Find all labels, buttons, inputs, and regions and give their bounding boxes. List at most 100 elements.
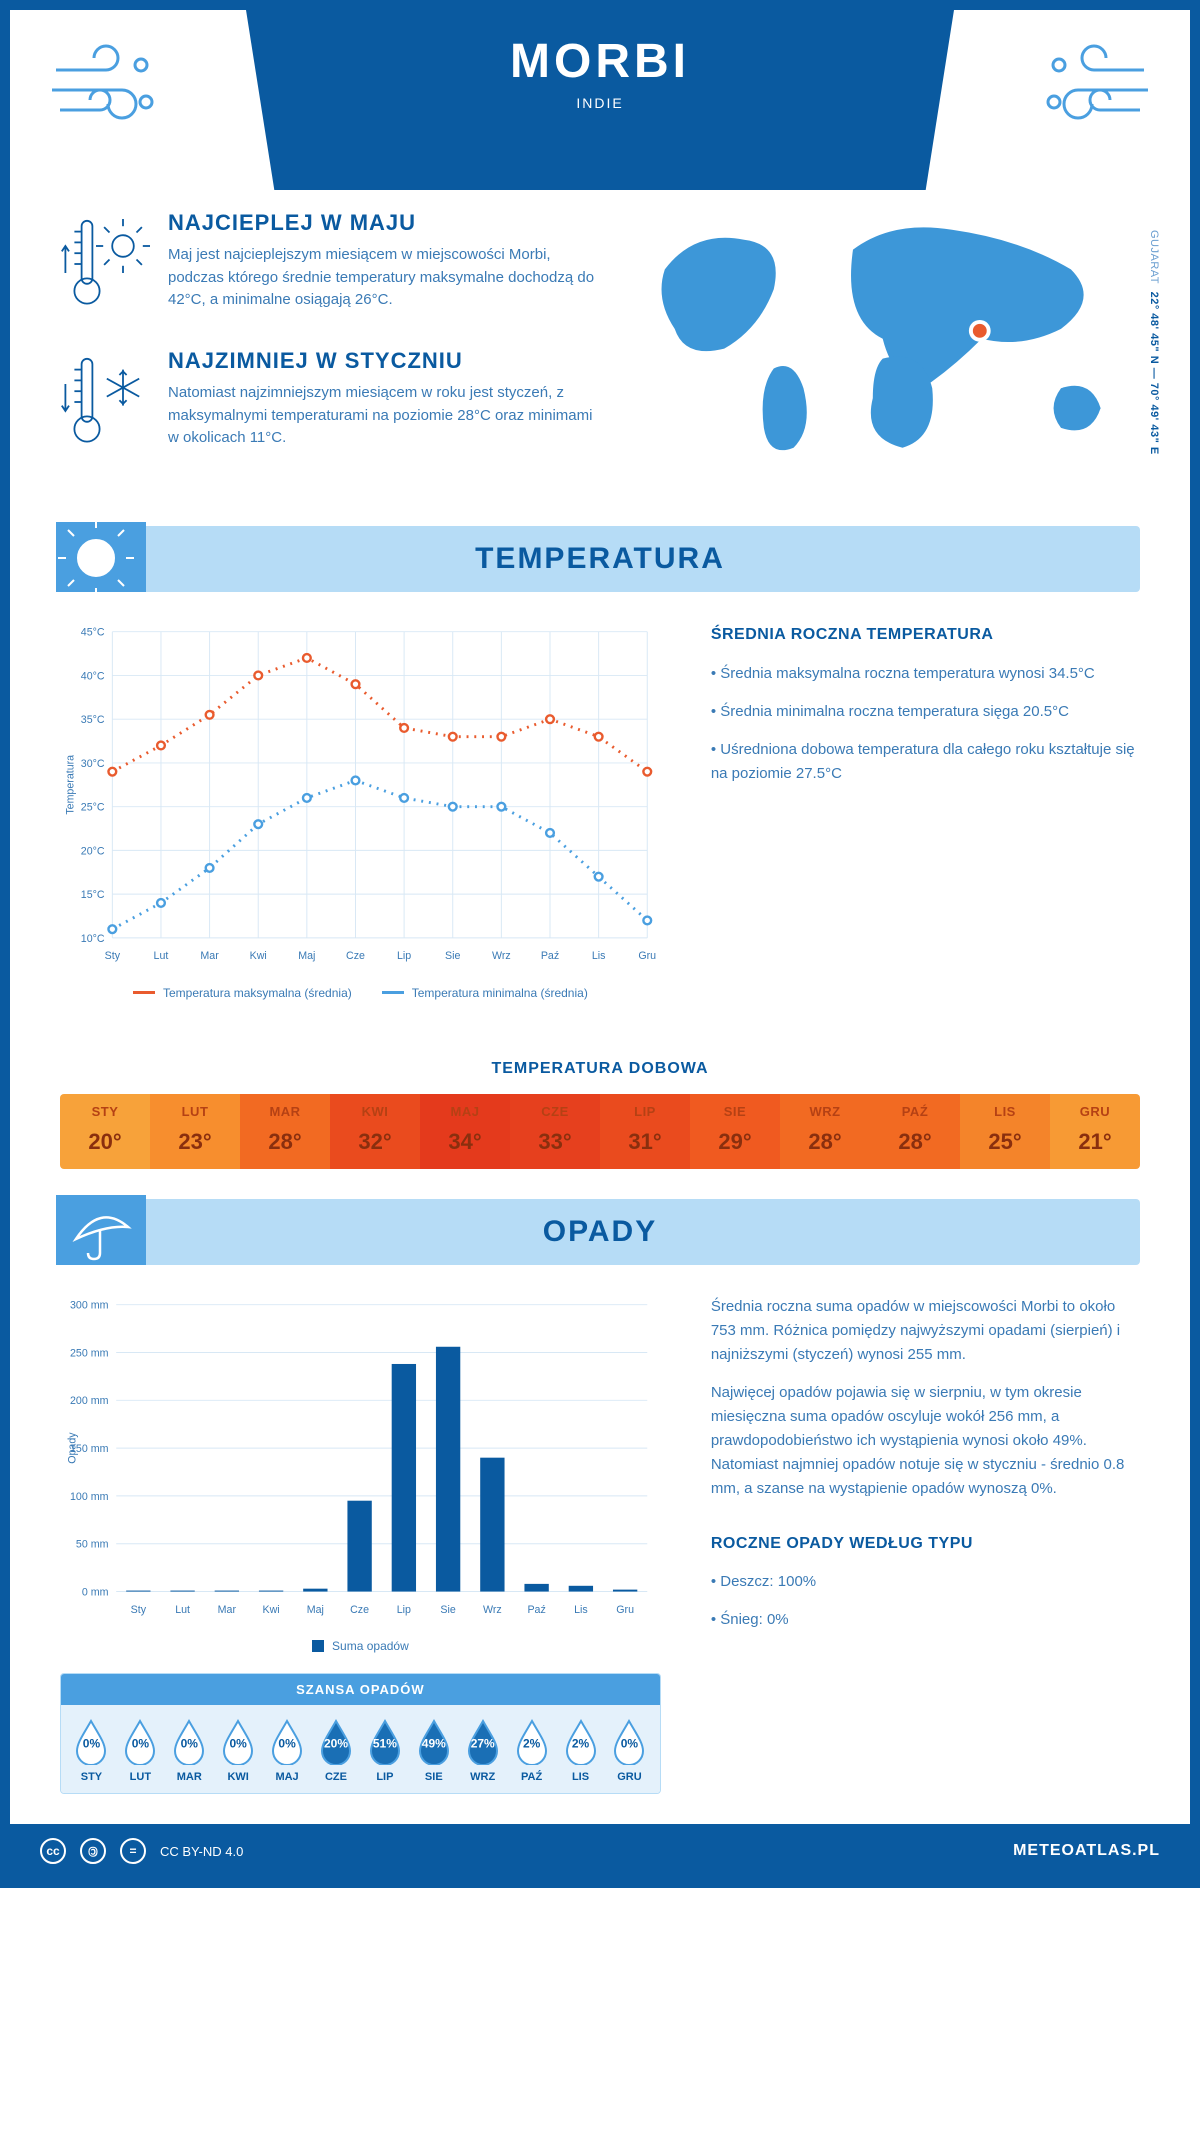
license-text: CC BY-ND 4.0	[160, 1844, 243, 1859]
svg-text:Sty: Sty	[131, 1604, 147, 1616]
site-name: METEOATLAS.PL	[1013, 1842, 1160, 1860]
chance-cell: 49% SIE	[409, 1719, 458, 1783]
heat-cell: LUT23°	[150, 1094, 240, 1169]
heat-cell: LIP31°	[600, 1094, 690, 1169]
infographic-frame: MORBI INDIE NAJCIEPLEJ W MAJU Maj j	[0, 0, 1200, 1888]
precipitation-section: 0 mm50 mm100 mm150 mm200 mm250 mm300 mmO…	[10, 1295, 1190, 1824]
svg-text:40°C: 40°C	[81, 670, 105, 682]
wind-icon	[46, 40, 166, 140]
svg-text:25°C: 25°C	[81, 802, 105, 814]
map-column: GUJARAT 22° 48' 45" N — 70° 49' 43" E	[645, 210, 1140, 486]
precip-legend: Suma opadów	[60, 1639, 661, 1653]
svg-text:Maj: Maj	[307, 1604, 324, 1616]
raindrop-icon: 2%	[514, 1719, 550, 1765]
wind-icon	[1034, 40, 1154, 140]
svg-text:Kwi: Kwi	[250, 950, 267, 962]
chance-cell: 0% MAJ	[263, 1719, 312, 1783]
svg-text:Lip: Lip	[397, 950, 411, 962]
sun-icon	[56, 522, 146, 592]
svg-text:30°C: 30°C	[81, 758, 105, 770]
coldest-text: NAJZIMNIEJ W STYCZNIU Natomiast najzimni…	[168, 348, 605, 456]
hottest-fact: NAJCIEPLEJ W MAJU Maj jest najcieplejszy…	[60, 210, 605, 318]
coords-text: 22° 48' 45" N — 70° 49' 43" E	[1148, 292, 1160, 455]
precipitation-section-header: OPADY	[60, 1199, 1140, 1265]
title-banner: MORBI INDIE	[246, 10, 954, 190]
temperature-summary: ŚREDNIA ROCZNA TEMPERATURA • Średnia mak…	[711, 622, 1140, 1000]
raindrop-icon: 20%	[318, 1719, 354, 1765]
raindrop-icon: 0%	[171, 1719, 207, 1765]
svg-text:Paź: Paź	[527, 1604, 545, 1616]
svg-text:Opady: Opady	[67, 1432, 79, 1464]
chance-cell: 20% CZE	[312, 1719, 361, 1783]
cc-icon: cc	[40, 1838, 66, 1864]
raindrop-icon: 27%	[465, 1719, 501, 1765]
svg-text:Wrz: Wrz	[483, 1604, 502, 1616]
svg-text:300 mm: 300 mm	[70, 1299, 109, 1311]
precip-type-bullet: • Śnieg: 0%	[711, 1608, 1140, 1632]
hottest-body: Maj jest najcieplejszym miesiącem w miej…	[168, 244, 605, 312]
svg-text:50 mm: 50 mm	[76, 1538, 109, 1550]
precip-type-heading: ROCZNE OPADY WEDŁUG TYPU	[711, 1531, 1140, 1557]
svg-text:Gru: Gru	[616, 1604, 634, 1616]
temp-summary-heading: ŚREDNIA ROCZNA TEMPERATURA	[711, 622, 1140, 648]
svg-text:Lut: Lut	[175, 1604, 190, 1616]
daily-temp-heatmap: STY20°LUT23°MAR28°KWI32°MAJ34°CZE33°LIP3…	[60, 1094, 1140, 1169]
coldest-title: NAJZIMNIEJ W STYCZNIU	[168, 348, 605, 374]
thermometer-snow-icon	[60, 348, 150, 456]
svg-text:20°C: 20°C	[81, 845, 105, 857]
country-subtitle: INDIE	[266, 95, 934, 111]
coldest-body: Natomiast najzimniejszym miesiącem w rok…	[168, 382, 605, 450]
svg-text:Gru: Gru	[638, 950, 656, 962]
coordinates: GUJARAT 22° 48' 45" N — 70° 49' 43" E	[1148, 230, 1160, 455]
city-title: MORBI	[266, 34, 934, 89]
precipitation-title: OPADY	[543, 1215, 657, 1248]
svg-text:Kwi: Kwi	[263, 1604, 280, 1616]
world-map-icon	[645, 210, 1140, 468]
svg-text:Cze: Cze	[346, 950, 365, 962]
svg-text:10°C: 10°C	[81, 933, 105, 945]
heat-cell: SIE29°	[690, 1094, 780, 1169]
chance-cell: 2% PAŹ	[507, 1719, 556, 1783]
temperature-legend: Temperatura maksymalna (średnia) Tempera…	[60, 986, 661, 1000]
raindrop-icon: 49%	[416, 1719, 452, 1765]
heat-cell: PAŹ28°	[870, 1094, 960, 1169]
svg-text:Wrz: Wrz	[492, 950, 511, 962]
svg-text:Mar: Mar	[218, 1604, 237, 1616]
heat-cell: KWI32°	[330, 1094, 420, 1169]
heat-cell: GRU21°	[1050, 1094, 1140, 1169]
svg-text:100 mm: 100 mm	[70, 1491, 109, 1503]
svg-text:0 mm: 0 mm	[82, 1586, 109, 1598]
by-icon: 🄯	[80, 1838, 106, 1864]
thermometer-sun-icon	[60, 210, 150, 318]
region-label: GUJARAT	[1148, 230, 1160, 284]
temperature-chart: 10°C15°C20°C25°C30°C35°C40°C45°CStyLutMa…	[60, 622, 661, 1000]
chance-cell: 51% LIP	[360, 1719, 409, 1783]
raindrop-icon: 0%	[73, 1719, 109, 1765]
svg-text:35°C: 35°C	[81, 714, 105, 726]
temperature-section-header: TEMPERATURA	[60, 526, 1140, 592]
coldest-fact: NAJZIMNIEJ W STYCZNIU Natomiast najzimni…	[60, 348, 605, 456]
precip-type-bullet: • Deszcz: 100%	[711, 1570, 1140, 1594]
precip-para2: Najwięcej opadów pojawia się w sierpniu,…	[711, 1381, 1140, 1501]
raindrop-icon: 0%	[122, 1719, 158, 1765]
svg-text:Lis: Lis	[592, 950, 606, 962]
svg-text:Lut: Lut	[154, 950, 169, 962]
svg-text:Paź: Paź	[541, 950, 559, 962]
umbrella-icon	[56, 1195, 146, 1265]
nd-icon: =	[120, 1838, 146, 1864]
legend-min: Temperatura minimalna (średnia)	[382, 986, 588, 1000]
svg-text:200 mm: 200 mm	[70, 1395, 109, 1407]
svg-text:Sty: Sty	[105, 950, 121, 962]
svg-text:Sie: Sie	[440, 1604, 455, 1616]
chance-cell: 0% GRU	[605, 1719, 654, 1783]
precipitation-summary: Średnia roczna suma opadów w miejscowośc…	[711, 1295, 1140, 1794]
chance-cell: 0% STY	[67, 1719, 116, 1783]
legend-max: Temperatura maksymalna (średnia)	[133, 986, 352, 1000]
temp-bullet: • Uśredniona dobowa temperatura dla całe…	[711, 738, 1140, 786]
chance-title: SZANSA OPADÓW	[61, 1674, 660, 1705]
svg-text:Sie: Sie	[445, 950, 460, 962]
chance-cell: 2% LIS	[556, 1719, 605, 1783]
raindrop-icon: 0%	[269, 1719, 305, 1765]
temp-bullet: • Średnia maksymalna roczna temperatura …	[711, 662, 1140, 686]
precip-para1: Średnia roczna suma opadów w miejscowośc…	[711, 1295, 1140, 1367]
